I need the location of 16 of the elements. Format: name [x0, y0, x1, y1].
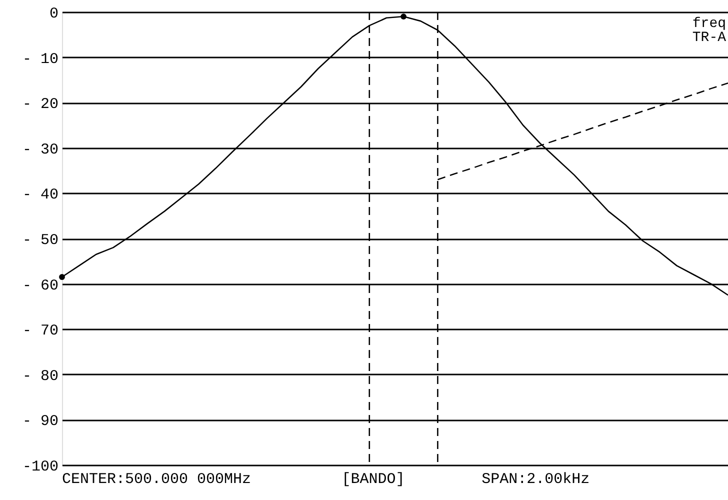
y-tick-label: - 70 — [22, 322, 58, 340]
y-tick-label: - 90 — [22, 413, 58, 430]
text: CENTER:500.000 000MHz — [62, 471, 252, 488]
text: [BANDO] — [342, 471, 405, 488]
y-tick-label: - 40 — [22, 186, 58, 204]
y-tick-label: -100 — [22, 458, 58, 476]
y-tick-label: - 60 — [22, 277, 58, 294]
annotation: TR-A — [692, 30, 727, 46]
y-tick-label: - 20 — [22, 96, 58, 114]
y-tick-label: 0 — [49, 6, 58, 22]
annotation: freq — [692, 16, 726, 32]
y-tick-label: - 30 — [22, 141, 58, 158]
y-tick-label: - 80 — [22, 368, 58, 385]
text: SPAN:2.00kHz — [482, 471, 590, 488]
y-tick-label: - 50 — [22, 232, 58, 249]
y-tick-label: - 10 — [22, 50, 58, 68]
